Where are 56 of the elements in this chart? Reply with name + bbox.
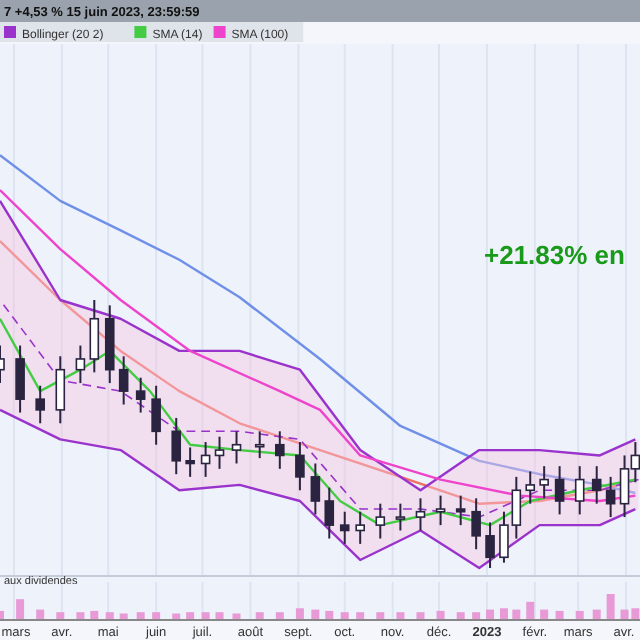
bar — [606, 594, 615, 620]
candlestick — [591, 465, 602, 505]
candlestick — [89, 299, 100, 374]
candlestick — [375, 502, 386, 540]
candlestick — [324, 486, 335, 540]
bar — [416, 612, 425, 620]
bar — [340, 612, 349, 620]
candlestick — [485, 521, 495, 569]
candlestick — [471, 497, 481, 551]
bar — [472, 612, 481, 620]
bar — [152, 612, 161, 620]
candlestick — [214, 435, 225, 470]
bar — [56, 612, 65, 620]
candlestick — [185, 446, 195, 478]
candlestick — [200, 441, 211, 478]
candlestick — [605, 475, 616, 519]
bar — [456, 612, 465, 620]
candlestick — [55, 355, 66, 425]
bar — [136, 612, 145, 620]
candlestick — [35, 384, 45, 425]
bar — [275, 612, 284, 620]
bar — [255, 612, 264, 620]
candlestick — [231, 430, 242, 465]
text: +21.83% en — [484, 240, 626, 270]
candlestick — [355, 510, 365, 545]
bar — [396, 612, 405, 620]
bar — [105, 612, 114, 620]
candlestick — [135, 376, 146, 414]
bar — [215, 612, 224, 620]
candlestick — [75, 344, 86, 385]
candlestick — [295, 441, 305, 492]
candlestick — [275, 430, 285, 470]
candlestick — [395, 502, 406, 532]
bar — [295, 608, 304, 620]
candlestick — [554, 465, 565, 516]
bar — [16, 599, 25, 620]
candlestick — [254, 430, 265, 460]
candlestick — [574, 465, 585, 516]
bar — [376, 612, 385, 620]
candlestick — [539, 465, 549, 500]
candlestick — [339, 510, 350, 545]
candlestick — [455, 494, 466, 527]
candlestick — [15, 344, 25, 414]
bar — [76, 612, 85, 620]
candlestick — [415, 497, 426, 532]
bar — [186, 612, 195, 620]
candlestick — [435, 494, 446, 527]
candlestick — [525, 470, 536, 505]
bar — [356, 612, 365, 620]
candlestick — [151, 384, 161, 446]
bar — [201, 612, 210, 620]
candlestick — [171, 416, 182, 476]
bar — [499, 608, 508, 620]
bar — [526, 601, 535, 620]
candlestick — [310, 462, 321, 516]
candlestick — [118, 355, 129, 406]
